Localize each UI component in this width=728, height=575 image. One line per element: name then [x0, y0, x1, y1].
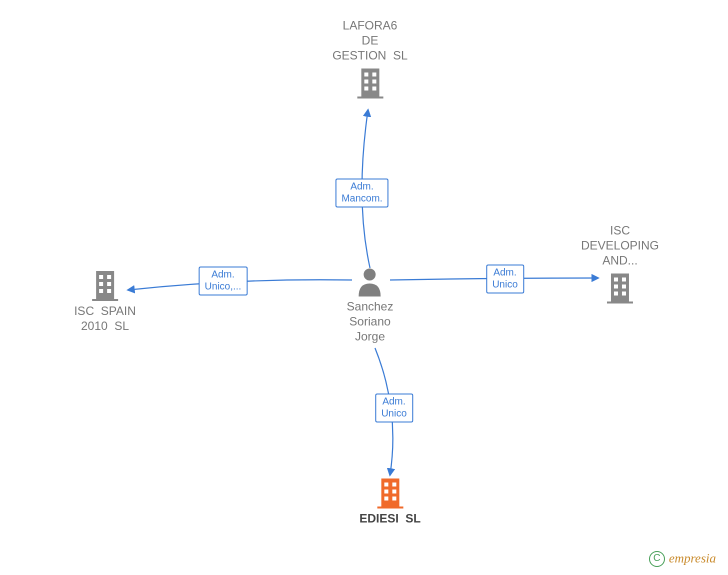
node-isc-dev-label: ISC DEVELOPING AND... — [581, 224, 659, 269]
building-icon — [332, 67, 407, 99]
person-icon — [347, 267, 394, 297]
building-icon — [581, 272, 659, 304]
center-person-label: Sanchez Soriano Jorge — [347, 300, 394, 345]
building-icon — [359, 477, 420, 509]
diagram-canvas: Sanchez Soriano Jorge LAFORA6 DE GESTION… — [0, 0, 728, 575]
building-icon — [74, 269, 136, 301]
center-person-node[interactable]: Sanchez Soriano Jorge — [347, 264, 394, 345]
node-lafora6[interactable]: LAFORA6 DE GESTION SL — [332, 19, 407, 102]
copyright-icon: C — [649, 551, 665, 567]
watermark: Cempresia — [649, 550, 716, 567]
edge-top-label: Adm. Mancom. — [335, 179, 388, 208]
node-lafora6-label: LAFORA6 DE GESTION SL — [332, 19, 407, 64]
edge-right-label: Adm. Unico — [486, 265, 524, 294]
node-ediesi[interactable]: EDIESI SL — [359, 474, 420, 527]
node-isc-spain[interactable]: ISC SPAIN 2010 SL — [74, 266, 136, 334]
watermark-text: empresia — [669, 551, 716, 566]
node-isc-dev[interactable]: ISC DEVELOPING AND... — [581, 224, 659, 307]
edge-left-label: Adm. Unico,... — [199, 267, 248, 296]
node-ediesi-label: EDIESI SL — [359, 512, 420, 527]
node-isc-spain-label: ISC SPAIN 2010 SL — [74, 304, 136, 334]
edge-bottom-label: Adm. Unico — [375, 394, 413, 423]
